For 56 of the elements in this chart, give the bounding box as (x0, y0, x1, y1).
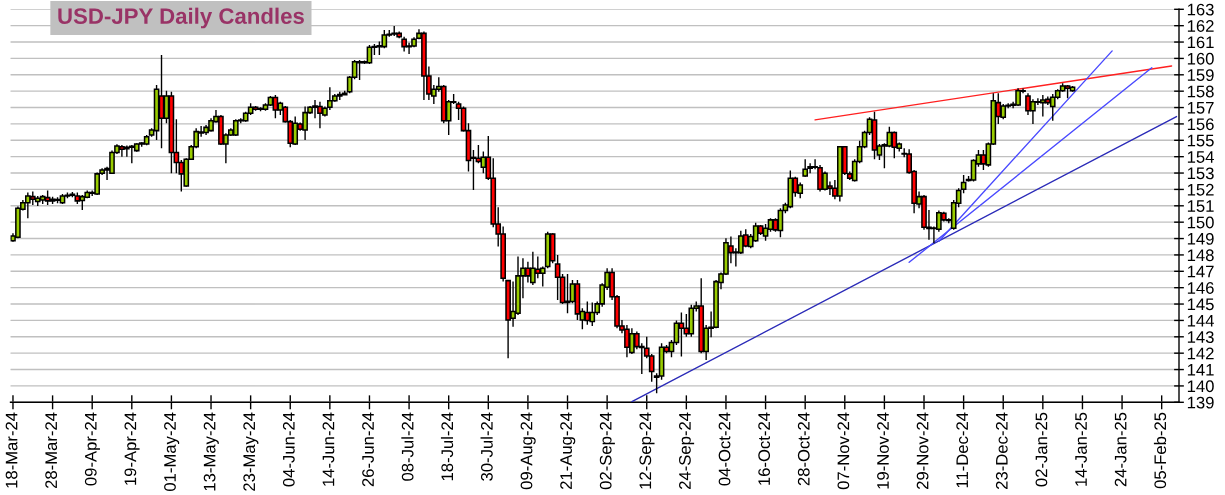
y-tick-label: 161 (1187, 36, 1214, 49)
x-tick-label: 19-Apr-24 (124, 412, 140, 485)
x-tick-label: 28-Mar-24 (45, 412, 58, 489)
y-tick-label: 142 (1187, 347, 1214, 360)
x-tick-label: 24-Jan-25 (1114, 412, 1127, 487)
y-tick-label: 154 (1187, 151, 1214, 163)
y-tick-label: 147 (1187, 265, 1214, 278)
y-tick-label: 143 (1187, 331, 1214, 343)
y-tick-label: 141 (1187, 364, 1214, 376)
y-tick-label: 158 (1187, 85, 1214, 98)
x-tick-label: 12-Sep-24 (639, 412, 655, 489)
y-tick-label: 148 (1187, 249, 1214, 262)
x-tick-label: 26-Jun-24 (362, 412, 374, 487)
x-tick-label: 05-Feb-25 (1153, 412, 1167, 489)
y-tick-label: 150 (1187, 216, 1214, 229)
y-tick-label: 155 (1187, 134, 1214, 147)
x-tick-label: 16-Oct-24 (758, 412, 771, 485)
y-tick-label: 153 (1187, 167, 1214, 180)
x-tick-label: 09-Aug-24 (520, 412, 536, 490)
x-tick-label: 28-Oct-24 (797, 412, 810, 486)
x-tick-label: 19-Nov-24 (877, 412, 889, 489)
y-tick-label: 160 (1187, 52, 1214, 65)
y-tick-label: 144 (1187, 315, 1214, 327)
x-tick-label: 21-Aug-24 (560, 412, 576, 490)
chart-title: USD-JPY Daily Candles (58, 7, 304, 29)
x-tick-label: 14-Jun-24 (322, 412, 335, 486)
x-tick-label: 18-Mar-24 (5, 412, 18, 488)
y-tick-label: 149 (1187, 232, 1214, 245)
y-tick-label: 156 (1187, 118, 1214, 131)
y-tick-label: 139 (1187, 396, 1214, 409)
y-tick-label: 152 (1187, 183, 1214, 196)
y-tick-label: 146 (1187, 282, 1214, 294)
x-tick-label: 14-Jan-25 (1075, 412, 1087, 486)
x-tick-label: 02-Sep-24 (599, 412, 615, 490)
x-tick-label: 08-Jul-24 (401, 412, 414, 481)
x-tick-label: 09-Apr-24 (84, 412, 100, 486)
x-tick-label: 11-Dec-24 (956, 412, 969, 488)
y-tick-label: 151 (1187, 200, 1214, 212)
x-tick-label: 01-May-24 (164, 412, 180, 492)
x-tick-label: 30-Jul-24 (480, 412, 493, 481)
x-tick-label: 13-May-24 (203, 412, 219, 491)
y-tick-label: 162 (1187, 20, 1214, 32)
y-tick-label: 159 (1187, 69, 1214, 81)
x-tick-label: 07-Nov-24 (837, 412, 850, 490)
x-tick-label: 04-Oct-24 (718, 412, 731, 486)
x-tick-label: 29-Nov-24 (916, 412, 929, 489)
y-tick-label: 145 (1187, 298, 1214, 311)
y-tick-label: 157 (1187, 102, 1214, 114)
x-tick-label: 23-Dec-24 (995, 412, 1008, 489)
y-tick-label: 140 (1187, 380, 1214, 393)
x-tick-label: 02-Jan-25 (1035, 412, 1048, 487)
y-tick-label: 163 (1187, 3, 1214, 16)
x-tick-label: 24-Sep-24 (679, 412, 695, 490)
x-tick-label: 18-Jul-24 (440, 412, 454, 481)
x-tick-label: 04-Jun-24 (282, 412, 295, 487)
x-tick-label: 23-May-24 (243, 412, 259, 491)
